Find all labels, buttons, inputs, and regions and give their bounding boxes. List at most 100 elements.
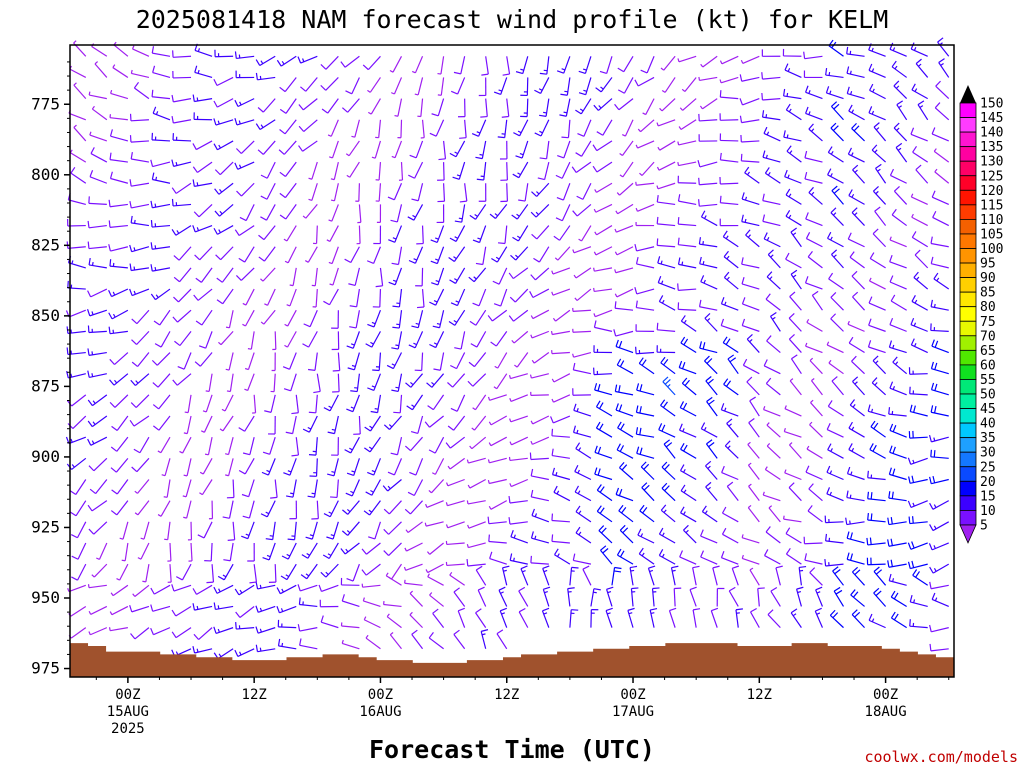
wind-barb — [151, 89, 171, 100]
wind-barb — [194, 246, 213, 261]
wind-barb — [409, 140, 424, 159]
wind-barb — [91, 563, 108, 578]
y-axis: 775 800 825 850 875 900 925 950 975 — [31, 61, 70, 678]
wind-barb — [345, 140, 360, 157]
wind-barb — [171, 198, 192, 207]
wind-barb — [410, 415, 424, 434]
colorbar-label: 105 — [980, 227, 1003, 242]
wind-barb — [636, 383, 655, 396]
wind-barb — [234, 584, 255, 596]
wind-barb — [497, 119, 508, 139]
wind-barb — [888, 340, 907, 354]
wind-barb — [660, 504, 676, 523]
wind-barb — [383, 542, 402, 556]
wind-barb — [575, 442, 592, 459]
wind-barb — [445, 436, 466, 449]
wind-barb — [476, 162, 487, 181]
wind-barb — [508, 495, 528, 504]
wind-barb — [257, 140, 276, 155]
wind-barb — [827, 146, 844, 163]
wind-barb — [349, 310, 360, 329]
wind-barb — [499, 607, 508, 628]
wind-barb — [873, 122, 887, 142]
wind-barb — [741, 554, 760, 565]
wind-barb — [357, 204, 362, 224]
colorbar: 1501451401351301251201151101051009590858… — [959, 85, 1003, 544]
wind-barb — [375, 162, 382, 181]
wind-barb — [88, 257, 107, 269]
chart-title: 2025081418 NAM forecast wind profile (kt… — [136, 5, 889, 34]
wind-barb — [284, 331, 297, 348]
wind-barb — [578, 225, 592, 242]
wind-barb — [303, 309, 318, 328]
wind-barb — [509, 394, 529, 403]
wind-barb — [87, 348, 107, 356]
wind-barb — [404, 579, 423, 586]
wind-barb — [109, 152, 128, 163]
wind-barb — [150, 627, 171, 636]
wind-barb — [223, 542, 234, 562]
wind-barb — [364, 436, 381, 453]
wind-barb — [700, 55, 718, 68]
wind-barb — [151, 46, 171, 57]
wind-barb — [763, 126, 781, 142]
wind-barb — [747, 441, 760, 459]
wind-barb — [721, 527, 739, 544]
wind-barb — [234, 98, 255, 108]
wind-barb — [931, 339, 949, 354]
wind-barb — [214, 161, 234, 176]
wind-barb — [108, 199, 128, 208]
wind-barb — [260, 161, 276, 179]
wind-barb — [551, 288, 571, 296]
wind-barb — [873, 587, 887, 607]
wind-barb — [301, 542, 318, 559]
wind-barb — [810, 399, 823, 417]
colorbar-swatch — [959, 204, 977, 220]
colorbar-swatch — [959, 437, 977, 453]
wind-barb — [332, 352, 341, 372]
wind-barb — [617, 55, 634, 73]
wind-barb — [510, 530, 528, 544]
wind-barb — [225, 310, 234, 329]
wind-barb — [448, 246, 466, 263]
wind-barb — [593, 203, 613, 213]
colorbar-label: 20 — [980, 475, 996, 490]
wind-barb — [596, 484, 613, 502]
wind-barb — [741, 192, 760, 205]
colorbar-label: 115 — [980, 198, 1003, 213]
wind-barb — [508, 309, 529, 322]
wind-barb — [86, 309, 108, 317]
wind-barb — [929, 500, 950, 510]
wind-barb — [226, 479, 235, 499]
wind-barb — [323, 394, 339, 412]
wind-barb — [770, 586, 781, 607]
wind-barb — [719, 176, 739, 185]
wind-barb — [68, 605, 87, 617]
wind-barb — [910, 127, 928, 142]
wind-barb — [578, 56, 592, 74]
wind-barb — [868, 318, 886, 332]
wind-barb — [171, 584, 192, 592]
wind-barb — [874, 206, 887, 226]
wind-barb — [808, 483, 823, 502]
wind-barb — [255, 581, 276, 590]
wind-barb — [804, 276, 823, 290]
wind-barb — [470, 331, 487, 348]
wind-barb — [677, 217, 697, 227]
wind-barb — [157, 500, 171, 517]
wind-barb — [762, 193, 781, 205]
wind-barb — [109, 114, 128, 121]
colorbar-swatch — [959, 364, 977, 380]
colorbar-swatch — [959, 393, 977, 409]
wind-barb — [308, 437, 318, 456]
wind-barb — [740, 134, 760, 143]
wind-barb — [432, 310, 445, 329]
wind-barb — [575, 98, 592, 115]
wind-barb — [595, 421, 613, 438]
wind-barb — [213, 140, 234, 151]
wind-barb — [700, 210, 718, 227]
wind-barb — [845, 517, 865, 526]
wind-barb — [826, 422, 844, 438]
wind-barb — [677, 302, 697, 311]
wind-barb — [638, 547, 655, 565]
